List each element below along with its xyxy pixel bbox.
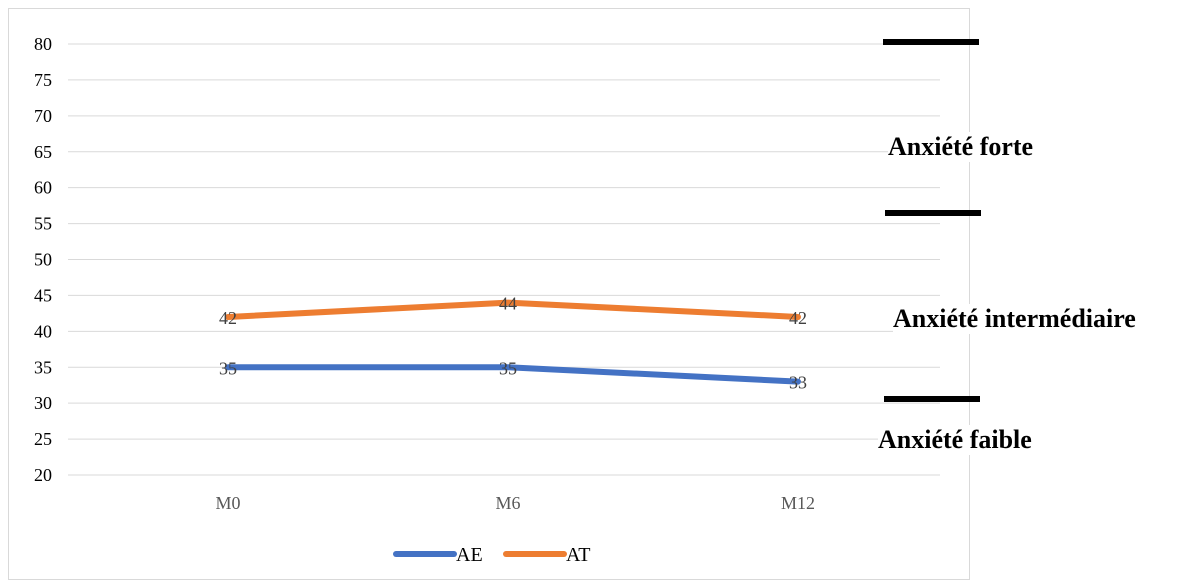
y-tick-label: 75 [34, 70, 52, 90]
legend-label: AT [566, 544, 590, 566]
threshold-marker [884, 396, 980, 402]
series-lines [225, 299, 801, 385]
y-tick-label: 30 [34, 393, 52, 413]
anxiety-threshold-markers [883, 39, 981, 402]
data-label: 42 [219, 308, 237, 328]
y-tick-label: 35 [34, 357, 52, 377]
x-tick-label: M0 [215, 493, 240, 513]
y-axis-ticks: 20 25 30 35 40 45 50 55 60 65 70 75 80 [34, 34, 52, 485]
y-tick-label: 50 [34, 250, 52, 270]
threshold-marker [885, 210, 981, 216]
data-label: 42 [789, 308, 807, 328]
data-labels: 35 35 33 42 44 42 [219, 294, 807, 393]
series-line-at [225, 299, 801, 320]
y-tick-label: 25 [34, 429, 52, 449]
data-label: 35 [219, 358, 237, 378]
y-tick-label: 60 [34, 178, 52, 198]
legend-label: AE [456, 544, 483, 566]
y-tick-label: 20 [34, 465, 52, 485]
x-tick-label: M6 [495, 493, 520, 513]
data-label: 44 [499, 294, 517, 314]
series-line-ae [225, 364, 801, 385]
y-tick-label: 40 [34, 321, 52, 341]
y-tick-label: 55 [34, 214, 52, 234]
zone-label-high: Anxiété forte [888, 132, 1034, 162]
y-tick-label: 70 [34, 106, 52, 126]
zone-label-low: Anxiété faible [878, 425, 1032, 455]
legend: AE AT [393, 544, 590, 566]
data-label: 35 [499, 358, 517, 378]
x-tick-label: M12 [781, 493, 815, 513]
x-axis-ticks: M0 M6 M12 [215, 493, 815, 513]
gridlines [68, 43, 940, 476]
chart-frame [8, 8, 970, 580]
y-tick-label: 80 [34, 34, 52, 54]
zone-label-mid: Anxiété intermédiaire [893, 304, 1136, 334]
threshold-marker [883, 39, 979, 45]
y-tick-label: 45 [34, 285, 52, 305]
y-tick-label: 65 [34, 142, 52, 162]
data-label: 33 [789, 373, 807, 393]
